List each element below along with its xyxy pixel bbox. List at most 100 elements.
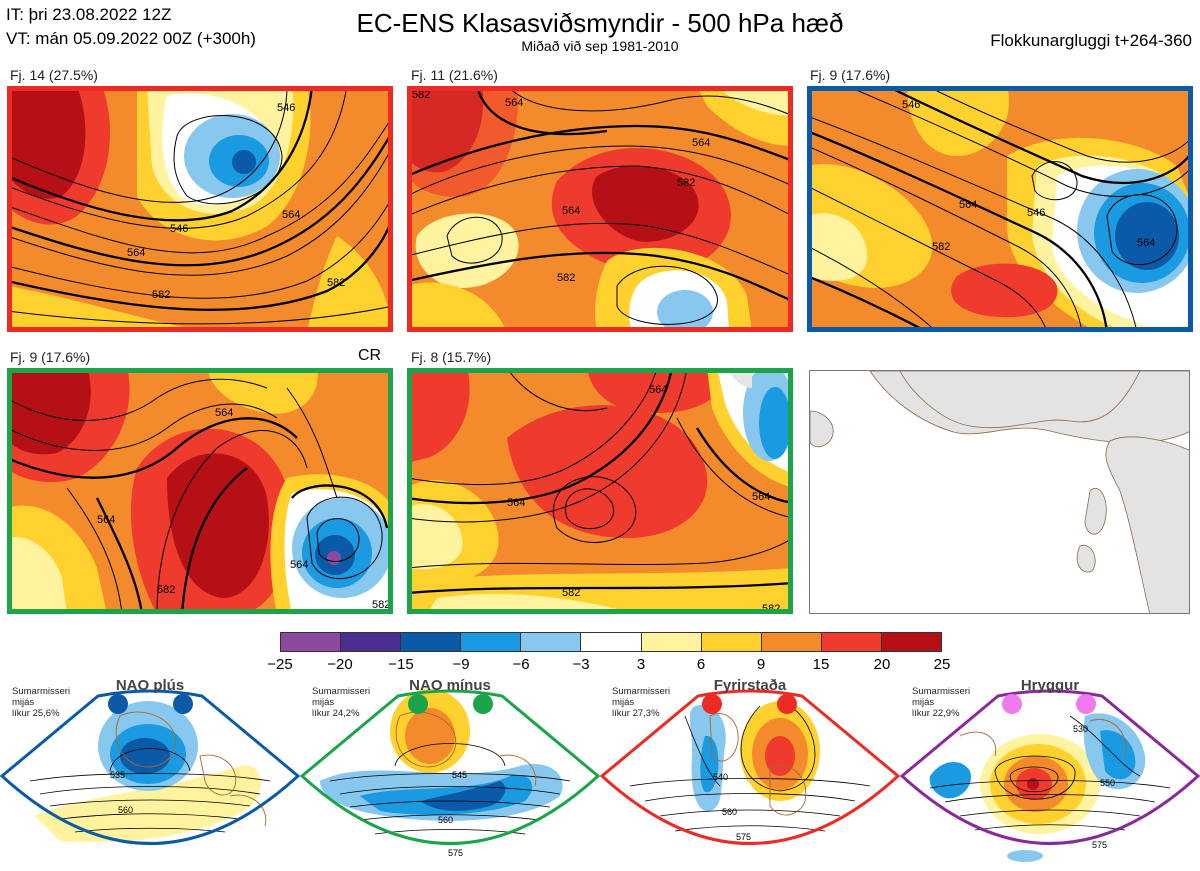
cluster-map-1-border xyxy=(7,86,393,332)
contour-label: 564 xyxy=(752,491,770,503)
page-subtitle: Miðað við sep 1981-2010 xyxy=(521,38,679,54)
contour-label: 564 xyxy=(290,559,308,571)
cluster-map-5-field: 564 564 564 582 582 xyxy=(407,368,793,614)
regime-blocking[interactable]: 540 560 575 Fyrirstaða Sumarmisseri mijá… xyxy=(600,676,900,871)
contour-label: 582 xyxy=(562,587,580,599)
base-map-land xyxy=(810,371,1189,613)
cluster-map-2[interactable]: 582 564 582 564 582 564 xyxy=(407,86,793,332)
contour-label: 546 xyxy=(1027,207,1045,219)
contour-label: 546 xyxy=(170,223,188,235)
panel-label-2: Fj. 11 (21.6%) xyxy=(411,67,498,83)
contour-label: 564 xyxy=(1137,237,1155,249)
colorbar-swatch xyxy=(701,633,762,651)
colorbar-tick: 3 xyxy=(636,656,646,673)
cluster-map-1-field: 546 564 582 564 582 546 xyxy=(7,86,393,332)
valid-time: VT: mán 05.09.2022 00Z (+300h) xyxy=(6,29,256,48)
colorbar-tick: −15 xyxy=(388,656,414,673)
colorbar-tick: 6 xyxy=(696,656,706,673)
contour-label: 564 xyxy=(507,497,525,509)
regime-contour-label: 550 xyxy=(1100,778,1115,788)
regime-season: Sumarmisseri xyxy=(12,686,71,697)
cluster-map-4[interactable]: 564 564 582 564 582 xyxy=(7,368,393,614)
regime-nao-plus[interactable]: 535 560 NAO plús Sumarmisseri mijás líku… xyxy=(0,676,300,871)
colorbar-swatch xyxy=(401,633,462,651)
regime-title: NAO plús xyxy=(115,677,185,694)
colorbar-swatch xyxy=(881,633,942,651)
regime-season: Sumarmisseri xyxy=(312,686,371,697)
regime-mean: mijás xyxy=(12,697,35,708)
colorbar-swatch xyxy=(281,633,342,651)
contour-label: 564 xyxy=(97,514,115,526)
colorbar-tick: −6 xyxy=(512,656,530,673)
regime-probability: líkur 24,2% xyxy=(312,708,360,719)
regime-info: Sumarmisseri mijás líkur 25,6% xyxy=(12,686,70,719)
colorbar-tick: −20 xyxy=(327,656,353,673)
contour-label: 564 xyxy=(215,407,233,419)
colorbar-swatch xyxy=(581,633,642,651)
colorbar-swatch xyxy=(641,633,702,651)
colorbar-tick: 20 xyxy=(873,656,891,673)
regime-contour-label: 535 xyxy=(110,770,125,780)
contour-label: 582 xyxy=(932,241,950,253)
contour-label: 564 xyxy=(562,205,580,217)
colorbar-tick: −25 xyxy=(267,656,293,673)
contour-label: 564 xyxy=(692,137,710,149)
cluster-map-3[interactable]: 546 564 582 546 564 xyxy=(807,86,1193,332)
contour-label: 582 xyxy=(677,177,695,189)
regime-title: Fyrirstaða xyxy=(713,677,787,694)
colorbar-tick: 15 xyxy=(812,656,830,673)
contour-label: 582 xyxy=(762,603,780,614)
regime-probability: líkur 22,9% xyxy=(912,708,960,719)
colorbar-swatch xyxy=(761,633,822,651)
regime-blocking-map: 540 560 575 xyxy=(600,689,900,845)
regime-season: Sumarmisseri xyxy=(912,686,971,697)
regime-title: NAO mínus xyxy=(409,677,491,694)
initial-time: IT: þri 23.08.2022 12Z xyxy=(6,5,172,24)
regime-contour-label: 545 xyxy=(452,770,467,780)
contour-label: 582 xyxy=(412,89,430,101)
cluster-map-5-border xyxy=(407,368,793,614)
contour-label: 582 xyxy=(372,599,390,611)
classification-window: Flokkunargluggi t+264-360 xyxy=(990,31,1192,50)
panel-label-5: Fj. 8 (15.7%) xyxy=(411,349,492,365)
cluster-map-5[interactable]: 564 564 564 582 582 xyxy=(407,368,793,614)
colorbar-tick: −3 xyxy=(572,656,590,673)
cluster-map-4-border xyxy=(7,368,393,614)
colorbar-tick: 9 xyxy=(756,656,766,673)
colorbar-tick: 25 xyxy=(933,656,951,673)
regime-contour-label: 575 xyxy=(736,832,751,842)
colorbar-swatch xyxy=(821,633,882,651)
contour-label: 582 xyxy=(327,277,345,289)
panel-label-3: Fj. 9 (17.6%) xyxy=(810,67,891,83)
regime-season: Sumarmisseri xyxy=(612,686,671,697)
contour-label: 564 xyxy=(127,247,145,259)
regime-nao-plus-map: 535 560 xyxy=(0,689,300,845)
regime-ridge[interactable]: 530 550 575 Hryggur Sumarmisseri mijás l… xyxy=(900,676,1200,871)
regime-info: Sumarmisseri mijás líkur 24,2% xyxy=(312,686,370,719)
regime-contour-label: 530 xyxy=(1073,724,1088,734)
colorbar-swatch xyxy=(341,633,402,651)
cluster-map-3-field: 546 564 582 546 564 xyxy=(807,86,1193,332)
cluster-map-1[interactable]: 546 564 582 564 582 546 xyxy=(7,86,393,332)
regime-contour-label: 560 xyxy=(722,807,737,817)
contour-label: 582 xyxy=(157,584,175,596)
regime-contour-label: 575 xyxy=(1092,840,1107,850)
regime-mean: mijás xyxy=(912,697,935,708)
regime-probability: líkur 25,6% xyxy=(12,708,60,719)
regime-contour-label: 560 xyxy=(438,815,453,825)
cluster-map-2-field: 582 564 582 564 582 564 xyxy=(407,86,793,332)
colorbar-swatch xyxy=(461,633,522,651)
regime-ridge-map: 530 550 575 xyxy=(900,689,1200,862)
regime-info: Sumarmisseri mijás líkur 27,3% xyxy=(612,686,670,719)
base-map xyxy=(809,370,1190,614)
regime-info: Sumarmisseri mijás líkur 22,9% xyxy=(912,686,970,719)
contour-label: 582 xyxy=(152,289,170,301)
contour-label: 582 xyxy=(557,272,575,284)
contour-label: 564 xyxy=(282,209,300,221)
regime-contour-label: 540 xyxy=(713,772,728,782)
regime-contour-label: 575 xyxy=(448,848,463,858)
page-title: EC-ENS Klasasviðsmyndir - 500 hPa hæð xyxy=(356,8,844,38)
regime-nao-minus[interactable]: 545 560 575 NAO mínus Sumarmisseri mijás… xyxy=(300,676,600,871)
cluster-map-3-border xyxy=(807,86,1193,332)
colorbar-tick: −9 xyxy=(452,656,470,673)
